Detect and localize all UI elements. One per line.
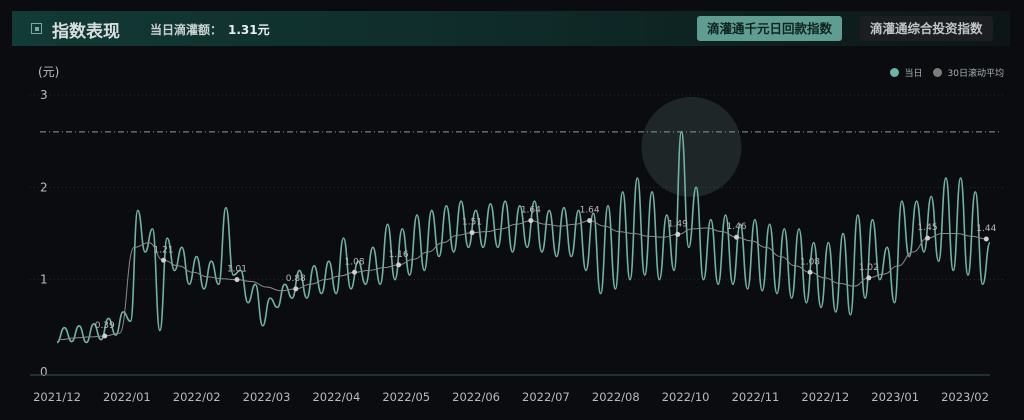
ma-data-point [161,257,167,263]
data-label: 1.45 [918,223,938,233]
x-tick-label: 2022/02 [173,390,221,404]
y-tick-label: 3 [40,88,48,102]
ma-data-point [352,269,358,275]
daily-amount: 当日滴灌额： 1.31元 [150,21,270,38]
square-dot-icon [31,23,42,34]
ma-data-point [807,269,813,275]
tab-daily-repayment-index[interactable]: 滴灌通千元日回款指数 [697,16,843,41]
x-tick-label: 2022/01 [103,390,151,404]
data-label: 1.51 [462,218,482,228]
ma-series-line [60,220,987,341]
daily-amount-value: 1.31元 [228,23,270,37]
legend-ma-swatch [932,68,942,77]
daily-amount-label: 当日滴灌额： [150,23,223,37]
x-tick-label: 2022/07 [522,390,570,404]
ma-data-point [293,286,299,292]
data-label: 1.49 [668,219,688,229]
x-tick-label: 2023/01 [871,390,919,404]
x-tick-label: 2022/03 [243,390,291,404]
x-tick-label: 2022/04 [312,390,360,404]
legend: 当日 30日滚动平均 [889,66,1004,79]
data-label: 1.01 [227,265,247,275]
data-label: 0.88 [286,274,306,284]
x-tick-label: 2022/06 [452,390,500,404]
x-tick-label: 2022/10 [662,390,710,404]
highlight-circle [641,96,742,197]
data-label: 1.64 [580,206,600,216]
ma-data-point [925,235,931,241]
legend-daily-label[interactable]: 当日 [904,69,923,79]
ma-data-point [102,333,108,339]
data-label: 1.16 [389,250,409,260]
x-tick-label: 2022/05 [382,390,430,404]
ma-data-point [587,218,593,224]
ma-data-point [396,262,402,268]
ma-data-point [675,231,681,237]
ma-data-point [528,218,534,224]
ma-data-point [234,277,240,283]
ma-data-point [469,230,475,236]
ma-data-point [866,275,872,281]
x-tick-label: 2022/08 [592,390,640,404]
section-header: 指数表现 当日滴灌额： 1.31元 [12,11,1010,46]
section-title: 指数表现 [52,22,120,42]
x-tick-label: 2022/11 [732,390,780,404]
x-tick-label: 2021/12 [33,390,81,404]
data-label: 1.44 [976,224,996,234]
daily-series-line [56,131,991,344]
y-axis-unit: (元) [38,65,60,79]
ma-data-point [734,234,740,240]
y-tick-label: 2 [40,180,48,194]
ma-data-point [983,236,989,242]
x-tick-label: 2022/12 [801,390,849,404]
tab-composite-investment-index[interactable]: 滴灌通综合投资指数 [860,16,993,41]
y-tick-label: 0 [40,365,48,379]
legend-ma-label[interactable]: 30日滚动平均 [947,69,1004,79]
data-label: 1.08 [800,257,820,267]
data-label: 1.64 [521,206,541,216]
data-label: 1.46 [727,222,747,232]
data-label: 0.39 [95,321,115,331]
legend-daily-swatch [889,68,899,77]
data-label: 1.21 [154,245,174,255]
x-tick-label: 2023/02 [941,390,989,404]
data-label: 1.08 [345,257,365,267]
data-label: 1.02 [859,263,879,273]
y-tick-label: 1 [40,273,48,287]
